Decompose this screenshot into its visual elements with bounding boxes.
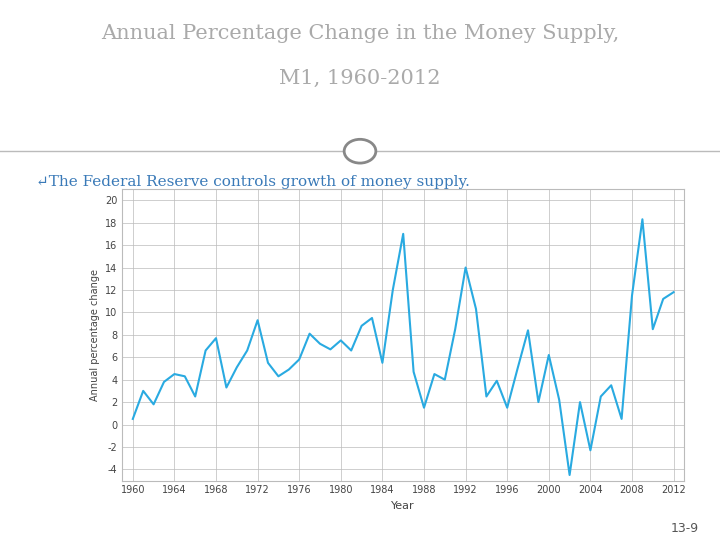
X-axis label: Year: Year	[392, 501, 415, 511]
Text: 13-9: 13-9	[670, 522, 698, 535]
Text: M1, 1960-2012: M1, 1960-2012	[279, 69, 441, 88]
Text: ↵The Federal Reserve controls growth of money supply.: ↵The Federal Reserve controls growth of …	[36, 174, 470, 188]
Text: Annual Percentage Change in the Money Supply,: Annual Percentage Change in the Money Su…	[101, 24, 619, 43]
Y-axis label: Annual percentage change: Annual percentage change	[89, 269, 99, 401]
